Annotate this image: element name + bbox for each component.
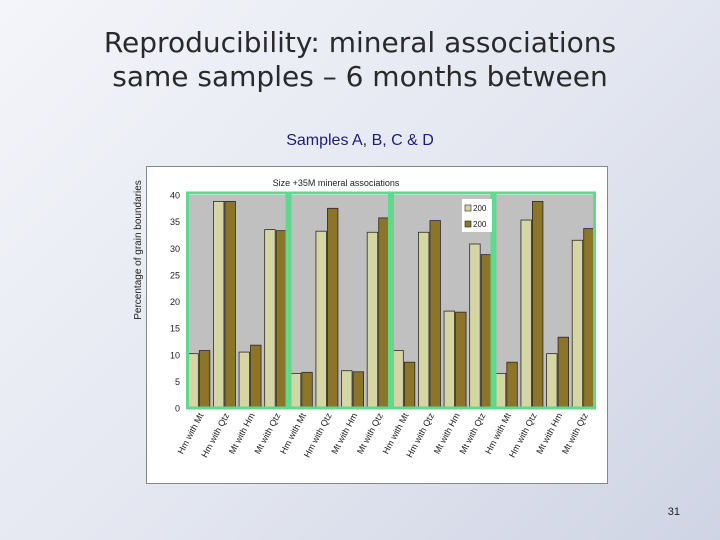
y-tick-label: 35: [170, 217, 180, 227]
bar-series2-4: [275, 230, 288, 409]
bar-series2-13: [506, 361, 518, 409]
bar-series1-14: [520, 219, 532, 409]
y-tick-label: 10: [170, 350, 180, 360]
bar-series2-9: [403, 361, 416, 409]
bar-series1-6: [315, 230, 327, 409]
bar-series1-3: [238, 351, 250, 409]
bar-series2-7: [352, 371, 364, 409]
legend: 200 200: [462, 199, 492, 232]
y-tick-label: 0: [175, 404, 180, 414]
bar-series1-2: [213, 200, 225, 409]
x-tick-label: Mt with Qtz: [560, 411, 590, 456]
legend-swatch-2: [464, 220, 472, 228]
bars-layer: [187, 200, 595, 409]
y-tick-label: 5: [175, 377, 180, 387]
bar-series2-11: [455, 311, 467, 409]
slide-title: Reproducibility: mineral associations sa…: [0, 26, 720, 94]
bar-series1-11: [443, 310, 455, 409]
x-tick-label: Mt with Hm: [432, 411, 462, 455]
bar-series2-10: [429, 220, 441, 409]
bar-series2-8: [378, 217, 390, 409]
bar-series2-6: [327, 207, 339, 409]
page-number: 31: [667, 506, 680, 518]
bar-series1-1: [187, 353, 199, 409]
group-boxes: [186, 191, 596, 410]
group-box-a: [186, 191, 289, 410]
bar-series2-12: [480, 254, 493, 409]
bar-series1-10: [418, 231, 430, 409]
group-box-d: [493, 191, 596, 410]
bar-series2-15: [557, 336, 569, 409]
bar-series1-13: [494, 372, 507, 409]
bar-series1-8: [366, 231, 379, 409]
y-tick-label: 40: [170, 191, 180, 201]
slide-subtitle: Samples A, B, C & D: [286, 132, 434, 149]
bar-series2-2: [224, 200, 236, 409]
group-box-c: [391, 191, 494, 410]
bar-series1-12: [469, 243, 481, 409]
chart-title: Size +35M mineral associations: [273, 178, 400, 188]
bar-series2-1: [198, 350, 211, 409]
bar-series1-9: [392, 350, 404, 409]
bar-series1-7: [341, 370, 353, 409]
bar-series2-3: [250, 344, 262, 409]
y-tick-label: 30: [170, 244, 180, 254]
y-tick-label: 25: [170, 270, 180, 280]
bar-series2-5: [301, 371, 313, 409]
bar-series2-14: [532, 200, 544, 409]
bar-series1-16: [571, 239, 584, 409]
bar-series1-4: [264, 229, 276, 409]
x-tick-label: Mt with Hm: [534, 411, 564, 455]
y-tick-label: 20: [170, 297, 180, 307]
slide-title-line2: same samples – 6 months between: [112, 60, 608, 93]
y-tick-label: 15: [170, 324, 180, 334]
legend-label-2: 200: [473, 220, 487, 229]
x-tick-label: Mt with Hm: [329, 411, 359, 455]
bar-series1-15: [546, 353, 558, 409]
y-axis-label: Percentage of grain boundaries: [133, 180, 144, 320]
x-tick-label: Mt with Hm: [227, 411, 257, 455]
bar-series1-5: [289, 372, 302, 409]
slide-title-line1: Reproducibility: mineral associations: [103, 26, 617, 59]
legend-swatch-1: [464, 204, 472, 212]
group-box-b: [288, 191, 391, 410]
legend-label-1: 200: [473, 204, 487, 213]
bar-series2-16: [583, 228, 595, 409]
